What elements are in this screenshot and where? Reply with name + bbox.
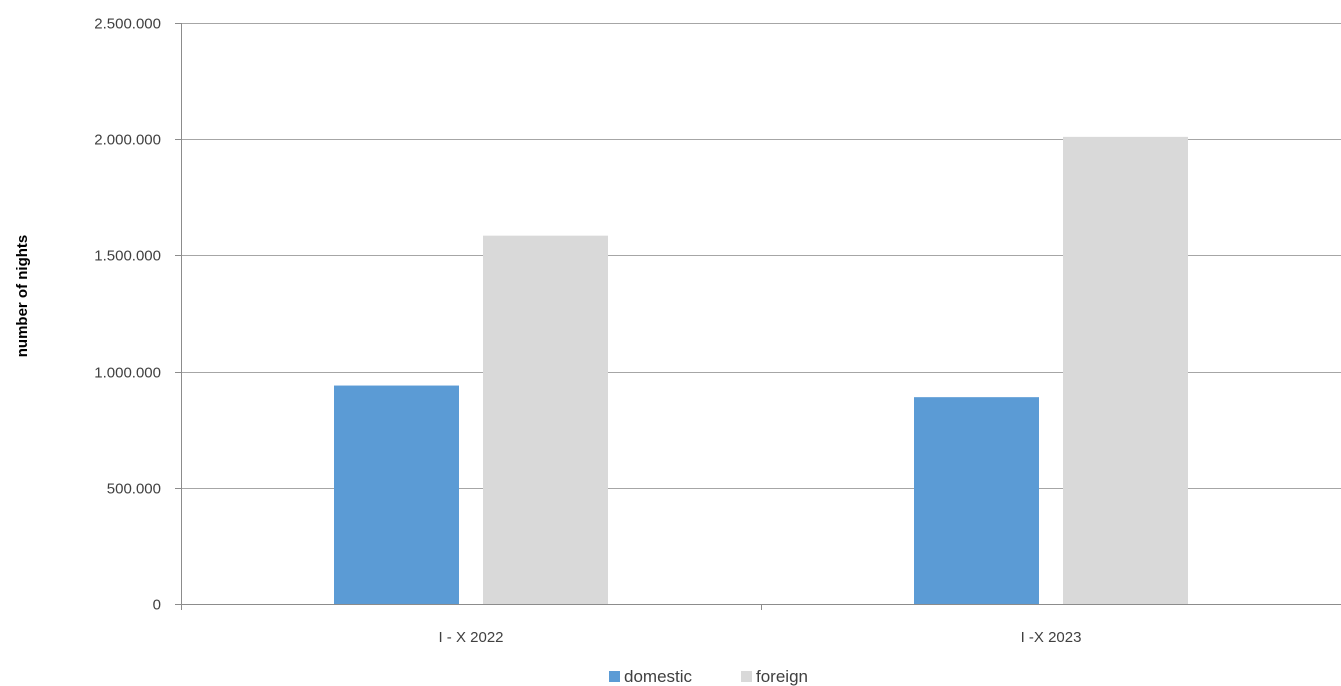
legend-label-domestic: domestic: [624, 667, 693, 686]
bar-foreign-1: [1063, 136, 1188, 604]
legend-swatch-domestic: [609, 671, 620, 682]
y-tick-label: 500.000: [107, 481, 161, 498]
bar-foreign-0: [483, 235, 608, 604]
y-axis-label: number of nights: [14, 235, 31, 358]
y-tick-label: 1.500.000: [94, 248, 161, 265]
x-tick-label: I - X 2022: [438, 629, 503, 646]
bar-domestic-0: [334, 385, 459, 604]
legend-label-foreign: foreign: [756, 667, 808, 686]
x-axis-ticks: I - X 2022 I -X 2023: [181, 604, 1082, 646]
legend-swatch-foreign: [741, 671, 752, 682]
bars: [334, 136, 1188, 604]
bar-domestic-1: [914, 397, 1039, 604]
y-tick-label: 2.000.000: [94, 132, 161, 149]
y-tick-label: 0: [153, 597, 161, 614]
x-tick-label: I -X 2023: [1021, 629, 1082, 646]
y-axis-ticks: 0 500.000 1.000.000 1.500.000 2.000.000 2.500…: [94, 16, 181, 614]
y-tick-label: 1.000.000: [94, 365, 161, 382]
legend: domestic foreign: [609, 667, 808, 686]
y-tick-label: 2.500.000: [94, 16, 161, 33]
